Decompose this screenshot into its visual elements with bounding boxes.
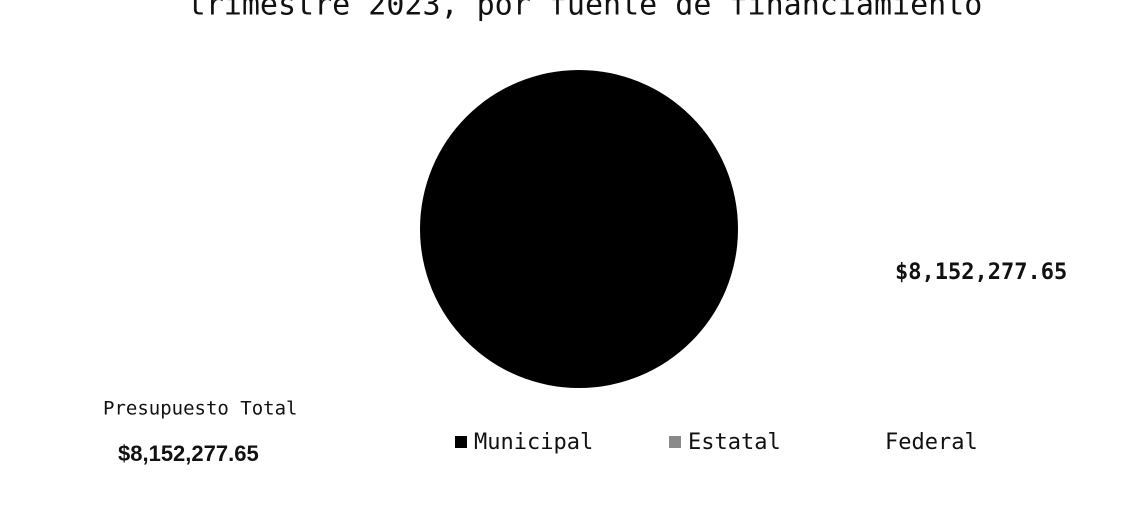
legend-label: Estatal <box>688 430 781 455</box>
chart-title: trimestre 2023, por fuente de financiami… <box>188 0 983 23</box>
legend-swatch <box>455 436 467 448</box>
total-value: $8,152,277.65 <box>118 441 259 466</box>
legend-swatch <box>669 436 681 448</box>
legend-label: Municipal <box>474 430 593 455</box>
pie-slice <box>420 70 738 388</box>
legend-label: Federal <box>885 430 978 455</box>
total-label: Presupuesto Total <box>103 398 297 420</box>
data-label: $8,152,277.65 <box>895 260 1067 285</box>
legend-swatch <box>866 436 878 448</box>
